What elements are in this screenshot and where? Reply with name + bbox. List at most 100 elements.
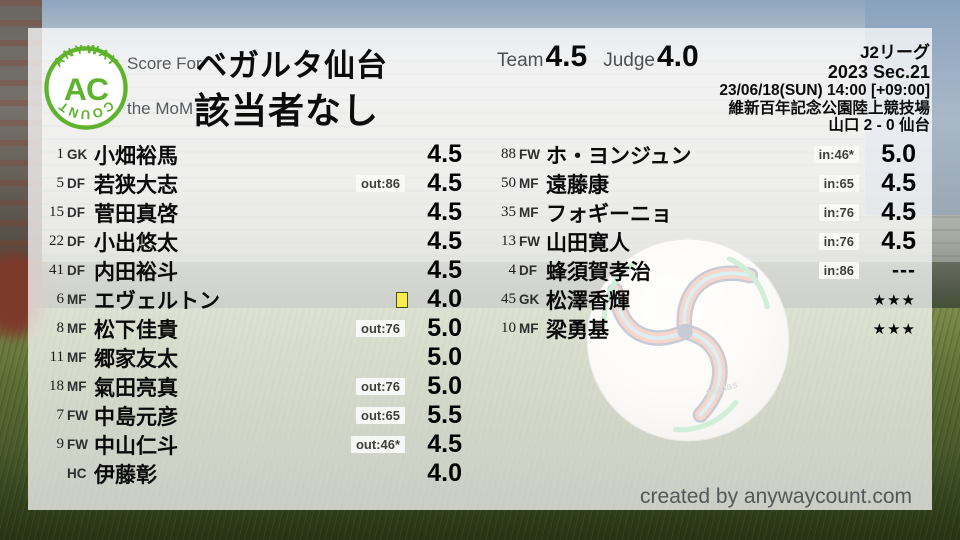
- player-number: 7: [56, 407, 65, 423]
- player-name: 中山仁斗: [94, 434, 178, 458]
- player-number: 45: [501, 291, 516, 307]
- team-score-value: 4.5: [545, 40, 588, 73]
- player-name: 菅田真啓: [94, 202, 178, 226]
- player-position: DF: [67, 234, 85, 249]
- player-name: 氣田亮真: [94, 376, 178, 400]
- player-number: 6: [56, 291, 65, 307]
- substitution-badge: in:65: [818, 175, 859, 192]
- player-number: 10: [501, 320, 516, 336]
- substitution-badge: out:76: [356, 320, 405, 337]
- yellow-card-icon: [396, 291, 408, 308]
- player-row: 22 DF 小出悠太 4.5: [36, 227, 462, 256]
- player-position: MF: [67, 350, 87, 365]
- player-number: 41: [49, 262, 64, 278]
- player-row: 11 MF 郷家友太 5.0: [36, 343, 462, 372]
- player-number: 50: [501, 175, 516, 191]
- player-row: HC 伊藤彰 4.0: [36, 459, 462, 488]
- player-rating: 4.5: [881, 198, 916, 226]
- player-name: 小畑裕馬: [94, 144, 178, 168]
- player-row: 88 FW ホ・ヨンジュン in:46* 5.0: [488, 140, 916, 169]
- mom-label: the MoM: [127, 99, 194, 118]
- logo-ac-text: AC: [64, 71, 109, 107]
- player-name: 山田寛人: [546, 231, 630, 255]
- player-row: 10 MF 梁勇基 ★★★: [488, 314, 916, 343]
- player-row: 4 DF 蜂須賀孝治 in:86 ---: [488, 256, 916, 285]
- player-number: 88: [501, 146, 516, 162]
- substitution-badge: in:76: [818, 204, 859, 221]
- player-number: 11: [49, 349, 64, 365]
- player-rating: 5.0: [881, 140, 916, 168]
- player-row: 41 DF 内田裕斗 4.5: [36, 256, 462, 285]
- player-name: 梁勇基: [546, 318, 609, 342]
- player-row: 15 DF 菅田真啓 4.5: [36, 198, 462, 227]
- starters-list: 1 GK 小畑裕馬 4.5 5 DF 若狭大志 out:86 4.5: [36, 140, 462, 488]
- player-row: 35 MF フォギーニョ in:76 4.5: [488, 198, 916, 227]
- substitution-badge: in:46*: [813, 146, 859, 163]
- player-rating: ★★★: [872, 320, 916, 338]
- match-result: 山口 2 - 0 仙台: [828, 116, 930, 134]
- player-name: ホ・ヨンジュン: [546, 144, 692, 168]
- player-position: MF: [67, 292, 87, 307]
- player-row: 9 FW 中山仁斗 out:46* 4.5: [36, 430, 463, 459]
- player-rating: 4.0: [427, 459, 462, 487]
- player-number: 22: [49, 233, 64, 249]
- substitution-badge: in:76: [818, 233, 859, 250]
- player-position: FW: [67, 408, 88, 423]
- player-row: 50 MF 遠藤康 in:65 4.5: [488, 169, 916, 198]
- player-rating: 4.5: [427, 430, 462, 458]
- player-position: DF: [519, 263, 537, 278]
- substitution-badge: out:86: [356, 175, 405, 192]
- translucent-panel: [28, 28, 932, 510]
- anywaycount-logo: ANYWAY COUNT AC: [44, 45, 128, 130]
- player-position: MF: [519, 321, 539, 336]
- player-rating: 4.5: [427, 140, 462, 168]
- player-name: 内田裕斗: [94, 260, 178, 284]
- team-name: ベガルタ仙台: [196, 48, 388, 83]
- player-position: DF: [67, 176, 85, 191]
- substitution-badge: out:65: [356, 407, 405, 424]
- player-row: 8 MF 松下佳貴 out:76 5.0: [36, 314, 463, 343]
- player-position: DF: [67, 263, 85, 278]
- player-rating: 5.0: [427, 372, 462, 400]
- venue-name: 維新百年記念公園陸上競技場: [728, 99, 930, 117]
- player-row: 6 MF エヴェルトン 4.0: [36, 285, 463, 314]
- score-for-label: Score For: [127, 54, 202, 73]
- player-position: MF: [519, 205, 539, 220]
- player-rating: 4.5: [881, 169, 916, 197]
- judge-score-value: 4.0: [656, 40, 699, 73]
- player-name: エヴェルトン: [94, 289, 220, 313]
- player-rating: 4.5: [881, 227, 916, 255]
- player-rating: 4.0: [427, 285, 462, 313]
- player-rating: 4.5: [427, 256, 462, 284]
- player-position: MF: [67, 321, 87, 336]
- player-row: 1 GK 小畑裕馬 4.5: [36, 140, 463, 169]
- player-row: 5 DF 若狭大志 out:86 4.5: [36, 169, 463, 198]
- match-datetime: 23/06/18(SUN) 14:00 [+09:00]: [719, 82, 930, 100]
- player-name: 伊藤彰: [94, 463, 157, 487]
- substitution-badge: out:76: [356, 378, 405, 395]
- player-number: 18: [49, 378, 64, 394]
- player-rating: 4.5: [427, 169, 462, 197]
- player-position: DF: [67, 205, 85, 220]
- player-row: 18 MF 氣田亮真 out:76 5.0: [36, 372, 462, 401]
- team-judge-scores: Team 4.5 Judge 4.0: [497, 40, 699, 74]
- league-name: J2リーグ: [860, 43, 930, 62]
- player-name: 蜂須賀孝治: [546, 260, 651, 284]
- player-row: 7 FW 中島元彦 out:65 5.5: [36, 401, 463, 430]
- season-section: 2023 Sec.21: [827, 62, 930, 83]
- player-rating: 4.5: [427, 198, 462, 226]
- player-name: 松下佳貴: [94, 318, 178, 342]
- player-rating: ---: [892, 258, 916, 282]
- player-number: 4: [508, 262, 517, 278]
- player-position: HC: [67, 466, 87, 481]
- player-row: 45 GK 松澤香輝 ★★★: [488, 285, 916, 314]
- player-name: 郷家友太: [94, 347, 178, 371]
- player-position: GK: [519, 292, 540, 307]
- player-position: GK: [67, 147, 88, 162]
- player-rating: 5.0: [427, 343, 462, 371]
- player-position: FW: [519, 147, 540, 162]
- player-position: MF: [519, 176, 539, 191]
- player-number: 5: [56, 175, 65, 191]
- player-name: 遠藤康: [546, 173, 609, 197]
